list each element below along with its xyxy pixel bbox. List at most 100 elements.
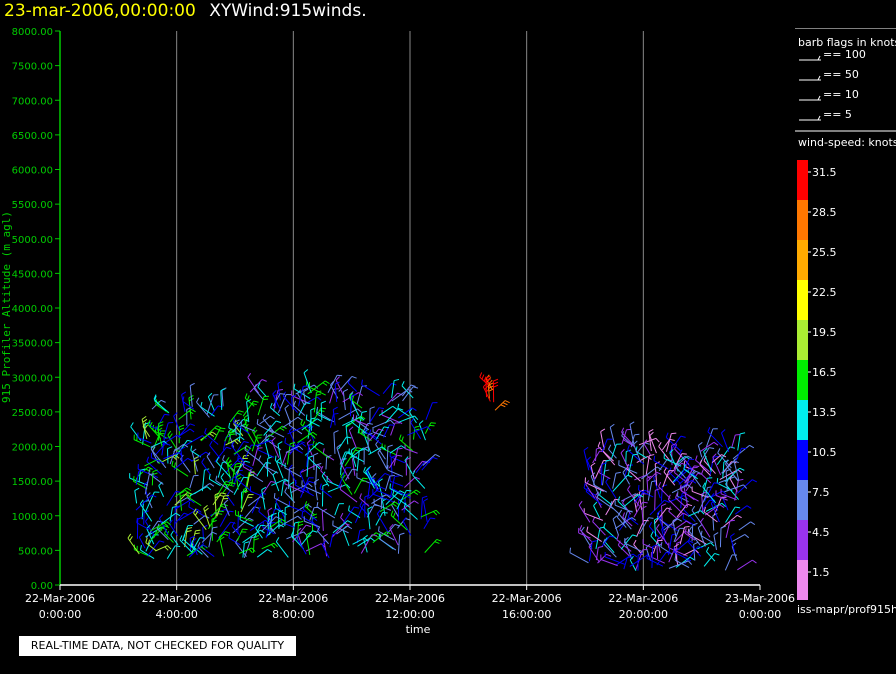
- wind-barb-flag: [389, 483, 391, 489]
- wind-barb-flag: [268, 514, 274, 518]
- wind-barb-flag: [703, 506, 706, 513]
- wind-barb-flag: [149, 473, 155, 476]
- wind-barb-flag: [340, 512, 344, 518]
- speed-label: 13.5: [812, 406, 837, 419]
- wind-barb-staff: [367, 508, 371, 530]
- wind-barb-flag: [209, 433, 215, 437]
- wind-barb-flag: [269, 415, 275, 420]
- wind-barb-staff: [212, 492, 222, 506]
- wind-barb-staff: [583, 450, 590, 471]
- wind-barb-flag: [271, 437, 276, 442]
- wind-barb-staff: [702, 486, 717, 504]
- wind-barb-flag: [735, 433, 741, 436]
- wind-barb-staff: [700, 535, 714, 544]
- wind-barb-flag: [379, 407, 385, 410]
- wind-barb-staff: [359, 505, 369, 516]
- wind-barb-flag: [306, 503, 310, 509]
- wind-barb-flag: [352, 468, 358, 471]
- wind-barb-staff: [219, 510, 229, 527]
- wind-barb-staff: [315, 464, 318, 485]
- wind-barb-flag: [333, 430, 339, 434]
- wind-barb-staff: [658, 486, 671, 499]
- x-tick-time: 16:00:00: [502, 608, 551, 621]
- wind-barb-flag: [346, 484, 351, 489]
- wind-barb-flag: [178, 452, 183, 457]
- wind-barb-flag: [381, 494, 387, 497]
- wind-barb-staff: [684, 470, 697, 484]
- wind-barb-flag: [243, 476, 249, 479]
- wind-barb-staff: [724, 467, 741, 483]
- wind-barb-flag: [315, 393, 322, 396]
- wind-barb-staff: [734, 505, 748, 515]
- wind-barb-flag: [359, 448, 365, 452]
- wind-barb-flag: [149, 421, 153, 427]
- wind-barb-staff: [633, 444, 642, 463]
- wind-barb-staff: [651, 556, 666, 564]
- wind-barb-staff: [259, 415, 271, 425]
- wind-barb-staff: [331, 522, 346, 538]
- wind-barb-staff: [593, 505, 601, 519]
- wind-barb-flag: [414, 425, 420, 428]
- wind-barb-flag: [152, 446, 156, 452]
- wind-barb-flag: [253, 538, 259, 541]
- wind-barb-staff: [306, 456, 321, 470]
- wind-barb-staff: [404, 448, 418, 454]
- wind-barb-staff: [700, 521, 711, 538]
- wind-barb-staff: [332, 409, 336, 426]
- wind-barb-flag: [276, 420, 282, 424]
- wind-barb-flag: [164, 546, 169, 551]
- wind-barb-flag: [383, 426, 390, 429]
- wind-barb-staff: [671, 512, 684, 523]
- wind-barb-staff: [361, 384, 380, 397]
- wind-barb-flag: [299, 468, 304, 474]
- wind-barb-flag: [394, 475, 400, 478]
- wind-barb-flag: [242, 461, 245, 467]
- wind-barb-flag: [244, 444, 247, 451]
- wind-barb-flag: [665, 432, 669, 438]
- wind-barb-staff: [336, 525, 348, 535]
- wind-barb-staff: [284, 442, 303, 454]
- wind-barb-flag: [316, 418, 322, 422]
- wind-barb-flag: [261, 486, 267, 491]
- wind-barb-flag: [634, 433, 640, 436]
- wind-barb-flag: [364, 537, 369, 542]
- wind-barb-staff: [277, 444, 282, 464]
- wind-barb-flag: [666, 507, 672, 510]
- wind-barb-staff: [691, 474, 702, 488]
- wind-barb-flag: [228, 532, 231, 539]
- wind-barb-staff: [735, 447, 743, 461]
- wind-barb-staff: [684, 465, 695, 484]
- wind-barb-flag: [733, 460, 739, 464]
- wind-barb-staff: [724, 484, 744, 493]
- title-datetime: 23-mar-2006,00:00:00: [4, 1, 196, 21]
- wind-barb-staff: [207, 396, 215, 412]
- wind-barb-staff: [636, 442, 646, 453]
- wind-barb-flag: [358, 417, 363, 421]
- wind-barb-staff: [398, 415, 415, 423]
- wind-barb-staff: [280, 481, 285, 496]
- wind-barb-flag: [232, 417, 236, 423]
- wind-barb-flag: [485, 381, 491, 385]
- wind-barb-staff: [281, 522, 295, 528]
- wind-barb-staff: [320, 470, 333, 484]
- wind-barb-flag: [390, 419, 395, 425]
- wind-barb-staff: [237, 460, 254, 470]
- wind-barb-flag: [337, 374, 343, 377]
- wind-barb-flag: [616, 534, 619, 540]
- wind-barb-flag: [330, 380, 335, 386]
- wind-barb-flag: [146, 456, 150, 462]
- wind-barb-flag: [649, 454, 655, 457]
- wind-barb-flag: [703, 447, 708, 452]
- quality-notice: REAL-TIME DATA, NOT CHECKED FOR QUALITY: [19, 636, 296, 656]
- wind-barb-flag: [246, 398, 252, 403]
- wind-barb-staff: [243, 425, 255, 445]
- wind-barb-flag: [197, 508, 202, 513]
- wind-barb-flag: [744, 534, 750, 539]
- wind-barb-flag: [253, 400, 259, 403]
- wind-barb-staff: [249, 473, 264, 483]
- wind-barb-flag: [740, 432, 746, 435]
- wind-barb-flag: [138, 533, 144, 538]
- wind-barb-flag: [274, 455, 277, 461]
- wind-barb-staff: [161, 512, 177, 525]
- wind-barb-flag: [622, 512, 626, 518]
